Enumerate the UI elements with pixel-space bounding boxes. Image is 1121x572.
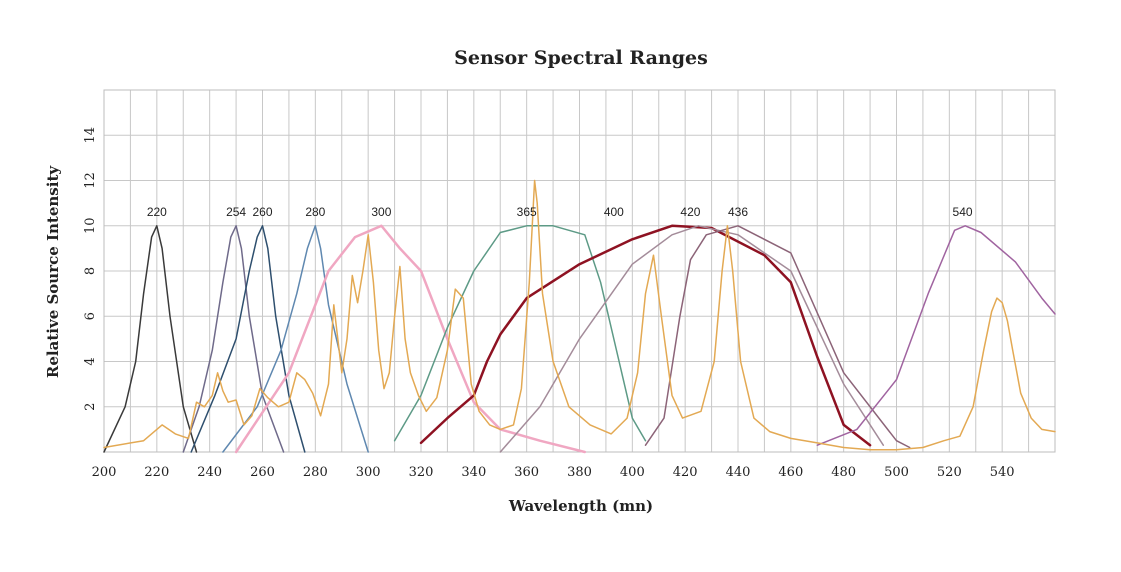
peak-label: 220	[147, 205, 167, 219]
x-tick-label: 360	[514, 465, 539, 480]
x-tick-label: 460	[778, 465, 803, 480]
x-tick-label: 320	[409, 465, 434, 480]
peak-label: 300	[371, 205, 391, 219]
series-layer	[103, 179, 1056, 454]
peak-labels: 220 254 260 280 300 365 400 420 436 540	[147, 205, 973, 219]
peak-label: 254	[226, 205, 246, 219]
x-tick-label: 220	[144, 465, 169, 480]
series-line-9	[644, 225, 911, 449]
x-tick-label: 520	[937, 465, 962, 480]
x-tick-label: 420	[673, 465, 698, 480]
series-line-6	[393, 225, 647, 442]
y-tick-label: 10	[83, 217, 98, 234]
x-tick-label: 540	[990, 465, 1015, 480]
y-tick-label: 14	[83, 127, 98, 144]
peak-label: 400	[604, 205, 624, 219]
peak-label: 436	[728, 205, 748, 219]
series-line-10	[816, 225, 1056, 446]
peak-label: 260	[252, 205, 272, 219]
peak-label: 365	[517, 205, 537, 219]
x-tick-label: 380	[567, 465, 592, 480]
x-tick-label: 500	[884, 465, 909, 480]
x-tick-label: 280	[303, 465, 328, 480]
y-tick-label: 12	[83, 172, 98, 189]
x-tick-label: 260	[250, 465, 275, 480]
x-tick-label: 440	[726, 465, 751, 480]
y-tick-label: 2	[83, 403, 98, 411]
series-line-2	[182, 225, 285, 453]
series-line-8	[499, 225, 885, 453]
x-tick-label: 480	[831, 465, 856, 480]
x-axis-label: Wavelength (mn)	[508, 497, 653, 515]
x-tick-label: 300	[356, 465, 381, 480]
peak-label: 280	[305, 205, 325, 219]
peak-label: 420	[680, 205, 700, 219]
grid	[104, 89, 1055, 452]
series-line-7	[419, 224, 872, 447]
x-tick-label: 240	[197, 465, 222, 480]
series-line-1	[103, 225, 198, 453]
x-axis-ticks: 200 220 240 260 280 300 320 340 360 380 400 420 440 4…	[92, 465, 1015, 480]
y-axis-label: Relative Source Intensity	[44, 165, 62, 378]
chart-title: Sensor Spectral Ranges	[454, 47, 708, 69]
x-tick-label: 340	[461, 465, 486, 480]
plot-frame	[103, 89, 1056, 453]
y-tick-label: 4	[83, 357, 98, 365]
peak-label: 540	[953, 205, 973, 219]
y-tick-label: 8	[83, 267, 98, 275]
series-line-5	[234, 224, 587, 454]
y-tick-label: 6	[83, 312, 98, 320]
x-tick-label: 400	[620, 465, 645, 480]
series-line-11	[103, 179, 1056, 451]
x-tick-label: 200	[92, 465, 117, 480]
y-axis-ticks: 2 4 6 8 10 12 14	[83, 127, 98, 411]
series-line-3	[190, 225, 306, 453]
